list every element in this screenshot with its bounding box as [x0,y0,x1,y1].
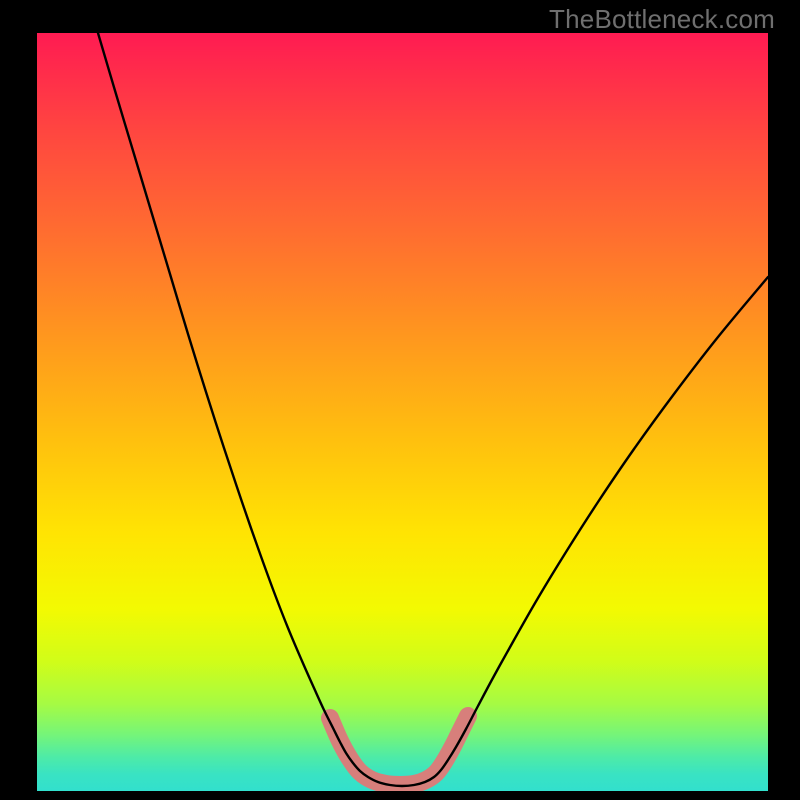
valley-marker [330,716,468,785]
bottleneck-curve [98,33,768,786]
watermark-text: TheBottleneck.com [549,4,775,35]
curve-layer [0,0,800,800]
